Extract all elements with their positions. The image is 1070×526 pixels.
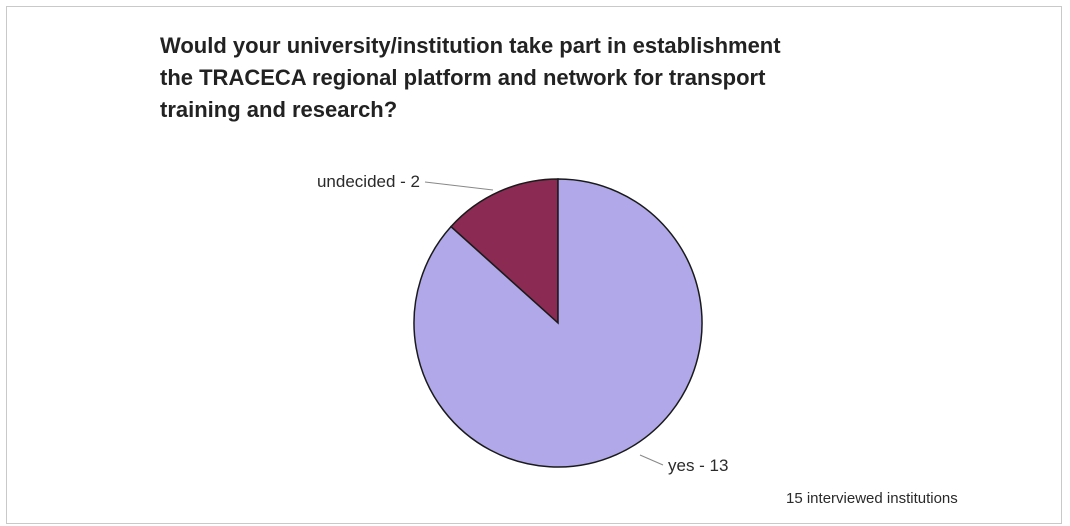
pie-slice-yes: [413, 178, 703, 468]
chart-title: Would your university/institution take p…: [160, 30, 980, 126]
leader-line-undecided: [424, 181, 494, 191]
slice-label-yes: yes - 13: [668, 456, 728, 475]
leader-line-yes: [639, 454, 664, 466]
slice-label-undecided: undecided - 2: [317, 172, 420, 191]
chart-title-line-2: the TRACECA regional platform and networ…: [160, 65, 766, 90]
chart-title-line-3: training and research?: [160, 97, 398, 122]
pie-slice-undecided: [449, 178, 559, 325]
sample-size-note: 15 interviewed institutions: [786, 490, 958, 507]
chart-title-line-1: Would your university/institution take p…: [160, 33, 781, 58]
